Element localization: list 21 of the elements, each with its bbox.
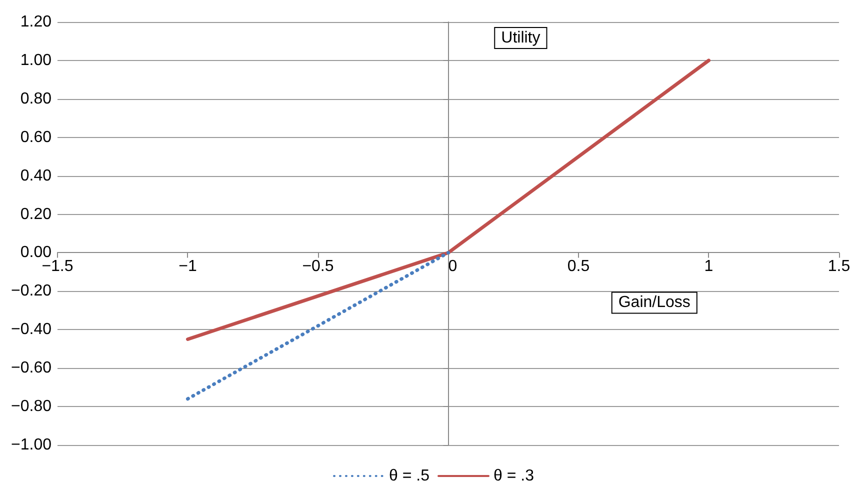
x-tick-label: 0.5 <box>567 258 590 276</box>
y-tick-label: 1.00 <box>20 52 52 69</box>
y-tick-label: 0.40 <box>20 167 52 184</box>
y-tick-label: 0.20 <box>20 206 52 223</box>
y-tick-label: −0.20 <box>11 282 52 300</box>
y-tick-label: 0.80 <box>20 90 52 108</box>
y-tick-label: 1.20 <box>20 14 52 30</box>
y-tick-label: −0.40 <box>11 321 52 338</box>
x-tick-label: −0.5 <box>302 258 334 276</box>
legend-label: θ = .3 <box>494 468 534 484</box>
y-tick-label: −1.00 <box>11 436 52 454</box>
x-tick-label: 1.5 <box>828 258 850 276</box>
y-tick-label: 0.60 <box>20 128 52 146</box>
x-tick-label: 0 <box>448 258 458 276</box>
y-axis-title: Utility <box>501 30 540 46</box>
x-axis-title: Gain/Loss <box>618 294 690 312</box>
legend-label: θ = .5 <box>389 468 430 484</box>
y-tick-label: −0.60 <box>11 360 52 377</box>
y-tick-label: −0.80 <box>11 398 52 416</box>
x-tick-label: −1 <box>178 258 197 276</box>
x-tick-label: 1 <box>704 258 714 276</box>
